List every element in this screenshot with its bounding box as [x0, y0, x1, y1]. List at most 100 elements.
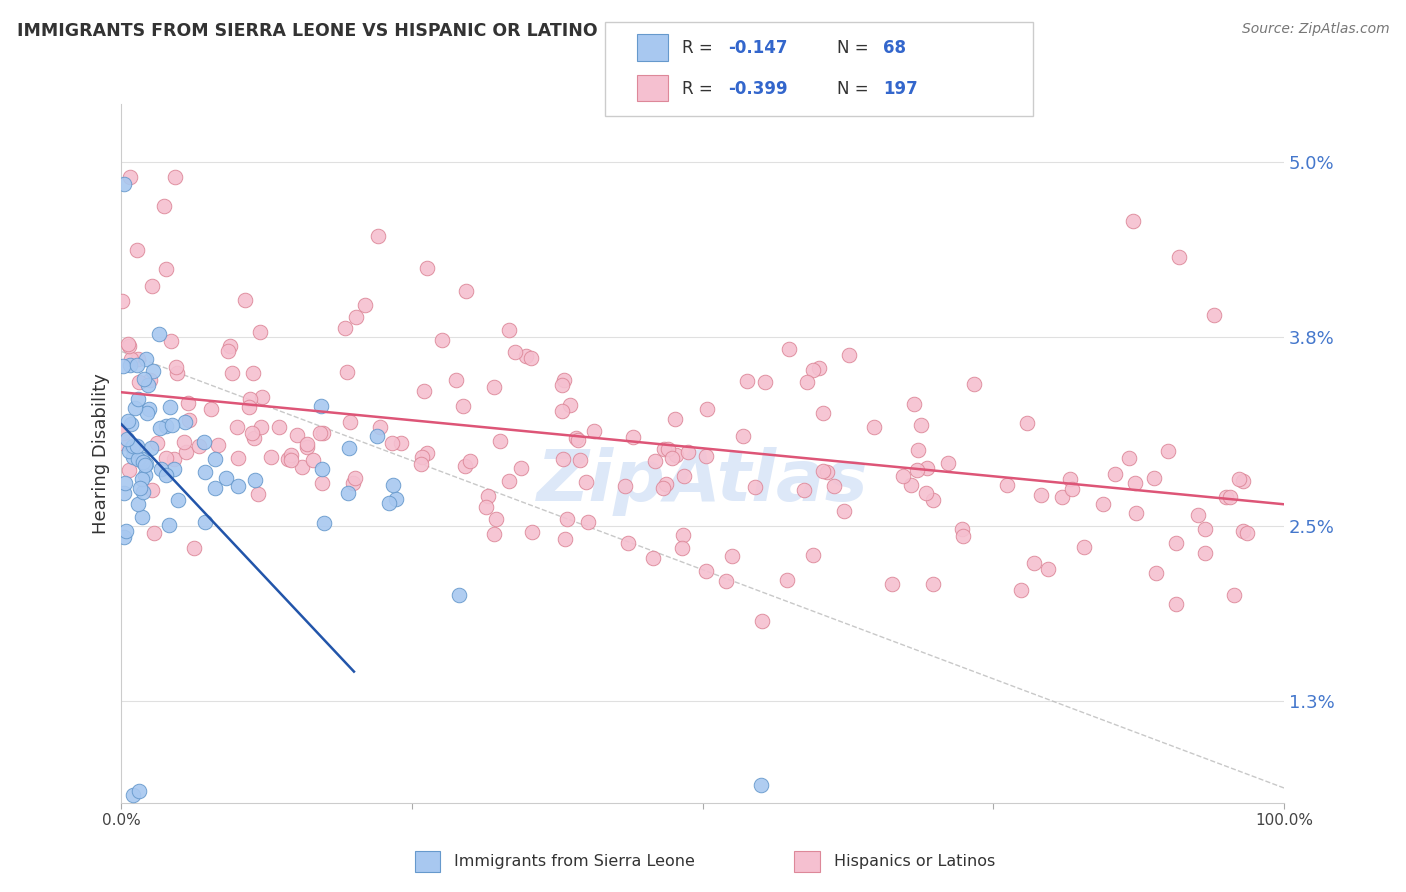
- Text: N =: N =: [837, 79, 873, 97]
- Point: [225, 419, 247, 434]
- Point: [155, 418, 177, 433]
- Point: [339, 415, 361, 429]
- Point: [141, 279, 163, 293]
- Point: [900, 478, 922, 492]
- Point: [124, 401, 146, 415]
- Point: [1164, 598, 1187, 612]
- Point: [337, 486, 360, 500]
- Point: [366, 429, 388, 443]
- Point: [131, 510, 153, 524]
- Point: [936, 456, 959, 470]
- Point: [808, 361, 831, 376]
- Point: [921, 492, 943, 507]
- Point: [142, 364, 165, 378]
- Point: [381, 435, 404, 450]
- Text: N =: N =: [837, 39, 873, 57]
- Point: [1022, 556, 1045, 570]
- Point: [142, 525, 165, 540]
- Point: [444, 373, 467, 387]
- Point: [249, 420, 271, 434]
- Point: [302, 452, 325, 467]
- Point: [555, 512, 578, 526]
- Point: [811, 406, 834, 420]
- Point: [1010, 582, 1032, 597]
- Point: [903, 397, 925, 411]
- Point: [129, 481, 152, 495]
- Point: [454, 458, 477, 473]
- Point: [193, 435, 215, 450]
- Text: -0.399: -0.399: [728, 79, 787, 97]
- Point: [128, 376, 150, 390]
- Point: [1232, 524, 1254, 539]
- Point: [221, 366, 243, 380]
- Point: [242, 431, 264, 445]
- Point: [915, 461, 938, 475]
- Point: [671, 541, 693, 555]
- Point: [155, 468, 177, 483]
- Point: [432, 333, 454, 347]
- Point: [1036, 562, 1059, 576]
- Point: [617, 536, 640, 550]
- Point: [673, 469, 696, 483]
- Point: [460, 454, 482, 468]
- Point: [260, 450, 283, 464]
- Point: [153, 199, 176, 213]
- Point: [415, 446, 437, 460]
- Point: [832, 504, 855, 518]
- Point: [120, 351, 142, 366]
- Text: IMMIGRANTS FROM SIERRA LEONE VS HISPANIC OR LATINO HEARING DISABILITY CORRELATIO: IMMIGRANTS FROM SIERRA LEONE VS HISPANIC…: [17, 22, 1022, 40]
- Point: [200, 402, 222, 417]
- Point: [112, 530, 135, 544]
- Point: [122, 789, 145, 803]
- Point: [1122, 213, 1144, 227]
- Point: [815, 466, 838, 480]
- Point: [1146, 566, 1168, 580]
- Point: [1194, 547, 1216, 561]
- Point: [695, 565, 717, 579]
- Point: [583, 424, 606, 438]
- Point: [568, 452, 591, 467]
- Point: [474, 500, 496, 514]
- Point: [553, 373, 575, 387]
- Point: [183, 541, 205, 555]
- Point: [621, 430, 644, 444]
- Point: [163, 170, 186, 185]
- Point: [131, 472, 153, 486]
- Point: [127, 451, 149, 466]
- Point: [312, 426, 335, 441]
- Point: [447, 587, 470, 601]
- Point: [1204, 308, 1226, 322]
- Point: [652, 442, 675, 456]
- Point: [125, 439, 148, 453]
- Point: [664, 412, 686, 426]
- Point: [336, 365, 359, 379]
- Point: [672, 528, 695, 542]
- Point: [907, 442, 929, 457]
- Point: [311, 462, 333, 476]
- Point: [498, 474, 520, 488]
- Point: [1125, 506, 1147, 520]
- Point: [551, 452, 574, 467]
- Point: [163, 451, 186, 466]
- Point: [141, 483, 163, 497]
- Point: [243, 473, 266, 487]
- Point: [111, 426, 134, 441]
- Point: [118, 358, 141, 372]
- Point: [378, 496, 401, 510]
- Point: [522, 524, 544, 539]
- Point: [194, 515, 217, 529]
- Point: [1166, 536, 1188, 550]
- Point: [122, 450, 145, 465]
- Point: [1104, 467, 1126, 481]
- Point: [910, 418, 932, 433]
- Text: ZipAtlas: ZipAtlas: [537, 447, 869, 516]
- Point: [280, 453, 302, 467]
- Point: [1187, 508, 1209, 522]
- Point: [312, 516, 335, 531]
- Point: [665, 448, 688, 462]
- Point: [484, 512, 506, 526]
- Point: [484, 526, 506, 541]
- Point: [823, 479, 845, 493]
- Point: [309, 399, 332, 413]
- Point: [145, 436, 167, 450]
